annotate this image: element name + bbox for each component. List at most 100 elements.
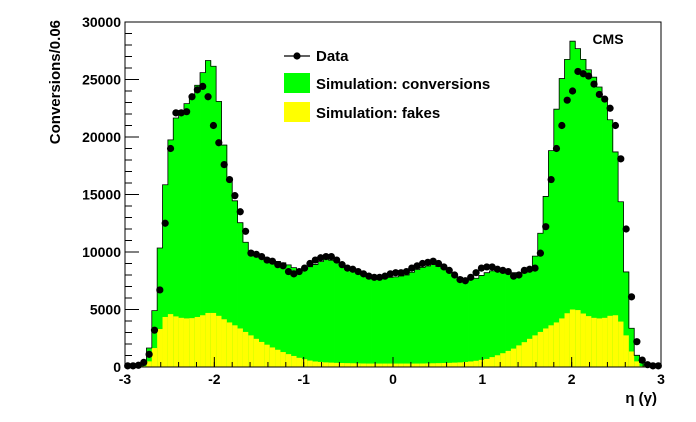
data-point — [183, 108, 191, 116]
data-point — [434, 259, 443, 268]
x-tick-label: 2 — [568, 371, 576, 387]
conversions-bar — [157, 247, 163, 367]
x-tick-label: 3 — [657, 371, 665, 387]
fakes-bar — [425, 363, 431, 367]
data-point — [542, 223, 550, 231]
conversions-bar — [451, 274, 458, 367]
fakes-bar — [387, 363, 394, 367]
data-point — [595, 90, 603, 99]
fakes-bar — [264, 344, 271, 367]
data-point — [279, 262, 287, 270]
conversions-bar — [462, 278, 469, 367]
conversions-bar — [232, 200, 238, 367]
conversions-bar — [205, 60, 212, 368]
fakes-bar — [419, 363, 426, 367]
histogram-layer — [125, 40, 661, 368]
data-point — [627, 293, 636, 301]
data-point — [552, 144, 561, 153]
conversions-bar — [285, 264, 292, 367]
data-point — [161, 219, 169, 227]
fakes-bar — [323, 362, 330, 367]
conversions-bar — [200, 72, 206, 367]
conversions-bar — [489, 270, 496, 367]
data-point — [547, 175, 555, 184]
fakes-bar — [232, 325, 238, 367]
conversions-bar — [253, 254, 260, 367]
data-point — [140, 358, 148, 366]
data-point — [177, 109, 185, 117]
legend-conversions-swatch — [284, 73, 310, 93]
data-point — [418, 259, 427, 268]
data-point — [638, 356, 646, 364]
data-point — [392, 269, 400, 277]
fakes-bar — [237, 328, 244, 367]
data-point — [467, 273, 475, 281]
data-point — [295, 267, 303, 276]
data-point — [193, 86, 201, 94]
fakes-bar — [441, 363, 447, 367]
data-point — [504, 267, 512, 276]
data-point — [317, 254, 325, 262]
fakes-bar — [623, 335, 630, 367]
data-point — [568, 87, 577, 95]
conversions-bar — [602, 100, 608, 367]
data-point — [231, 192, 239, 200]
fakes-bar — [339, 363, 346, 367]
data-point — [365, 272, 373, 280]
fakes-bar — [366, 363, 372, 367]
fakes-bar — [328, 362, 335, 367]
conversions-bar — [371, 276, 378, 367]
data-point — [622, 225, 630, 233]
fakes-bar — [296, 357, 303, 367]
conversions-bar — [446, 270, 453, 367]
conversions-bar — [543, 196, 549, 367]
data-point — [145, 350, 153, 358]
legend-label-data: Data — [316, 48, 349, 65]
conversions-bar — [264, 258, 271, 367]
conversions-bar — [430, 264, 437, 367]
fakes-bar — [253, 338, 260, 367]
fakes-bar — [414, 363, 421, 367]
fakes-bar — [510, 348, 517, 367]
fakes-bar — [178, 317, 185, 367]
conversions-bar — [291, 267, 297, 367]
conversions-bar — [527, 267, 533, 367]
fakes-bar — [146, 361, 153, 367]
fakes-bar — [559, 318, 565, 367]
fakes-bar — [607, 315, 614, 367]
data-point — [156, 286, 164, 294]
axes-layer: -3 -2 -1 0 1 2 3 0 5000 10000 15000 20000 25000 30000 — [82, 14, 665, 387]
fakes-bar — [307, 360, 313, 367]
data-point — [129, 362, 137, 370]
data-point — [590, 80, 598, 88]
data-point — [306, 259, 314, 268]
conversions-bar — [457, 277, 464, 367]
fakes-bar — [505, 350, 512, 367]
data-point — [633, 338, 641, 346]
data-point — [370, 273, 378, 281]
conversions-bar — [328, 260, 335, 367]
conversions-bar — [419, 267, 426, 367]
data-point — [617, 155, 625, 163]
fakes-bar — [280, 352, 287, 367]
fakes-bar — [382, 363, 389, 367]
fakes-bar — [409, 363, 415, 367]
conversions-bar — [494, 269, 501, 367]
conversions-bar — [210, 66, 217, 368]
data-point — [526, 265, 534, 273]
fakes-bar — [634, 361, 640, 367]
conversions-bar — [532, 256, 539, 367]
conversions-bar — [355, 271, 362, 367]
conversions-bar — [618, 201, 624, 367]
fakes-bar — [435, 363, 442, 367]
data-point — [150, 326, 159, 334]
y-tick-label: 0 — [113, 359, 121, 375]
fakes-bar — [301, 359, 308, 367]
data-point — [499, 266, 507, 274]
experiment-tag: CMS — [592, 31, 623, 47]
conversions-bar — [226, 177, 233, 367]
conversions-bar — [414, 269, 421, 367]
fakes-bar — [216, 315, 222, 367]
conversions-bar — [425, 266, 431, 367]
conversions-bar — [398, 275, 405, 367]
